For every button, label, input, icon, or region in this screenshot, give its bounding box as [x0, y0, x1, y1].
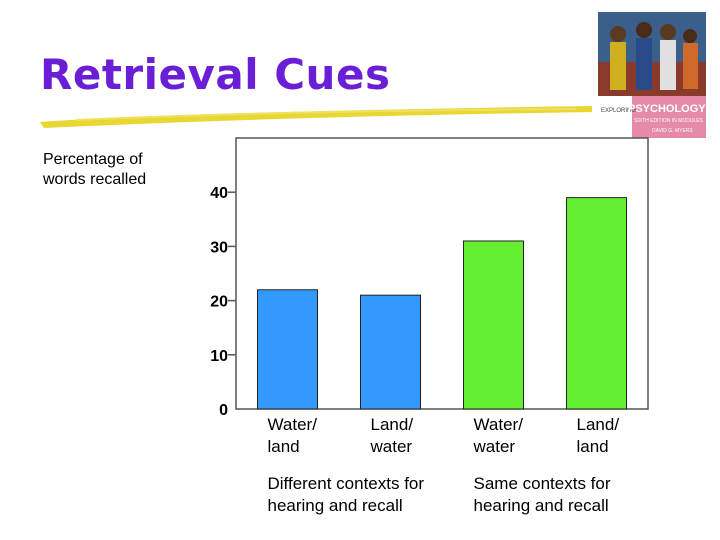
book-series: EXPLORING: [601, 108, 636, 114]
y-tick-label: 0: [219, 402, 228, 419]
y-tick-label: 10: [210, 348, 228, 365]
x-group-label: Same contexts for hearing and recall: [474, 474, 611, 515]
bar-1: [257, 289, 318, 410]
x-category-label: Water/land: [268, 415, 318, 456]
x-category-label: Water/water: [473, 415, 524, 456]
book-author: DAVID G. MYERS: [652, 128, 693, 134]
y-axis-label: Percentage of words recalled: [43, 151, 147, 188]
y-tick-label: 20: [210, 294, 228, 311]
bar-3: [463, 240, 524, 410]
book-title: PSYCHOLOGY: [628, 103, 706, 115]
bar-4: [566, 197, 627, 410]
book-cover-image: EXPLORING PSYCHOLOGY SIXTH EDITION IN MO…: [598, 12, 706, 138]
x-category-label: Land/water: [370, 415, 414, 456]
title-highlight-stroke: [40, 106, 592, 128]
x-group-label: Different contexts for hearing and recall: [268, 474, 425, 515]
y-tick-label: 40: [210, 185, 228, 202]
bar-2: [360, 294, 421, 410]
x-category-label: Land/land: [577, 415, 620, 456]
book-edition: SIXTH EDITION IN MODULES: [634, 118, 704, 124]
y-tick-label: 30: [210, 239, 228, 256]
slide-title: Retrieval Cues: [40, 50, 391, 99]
